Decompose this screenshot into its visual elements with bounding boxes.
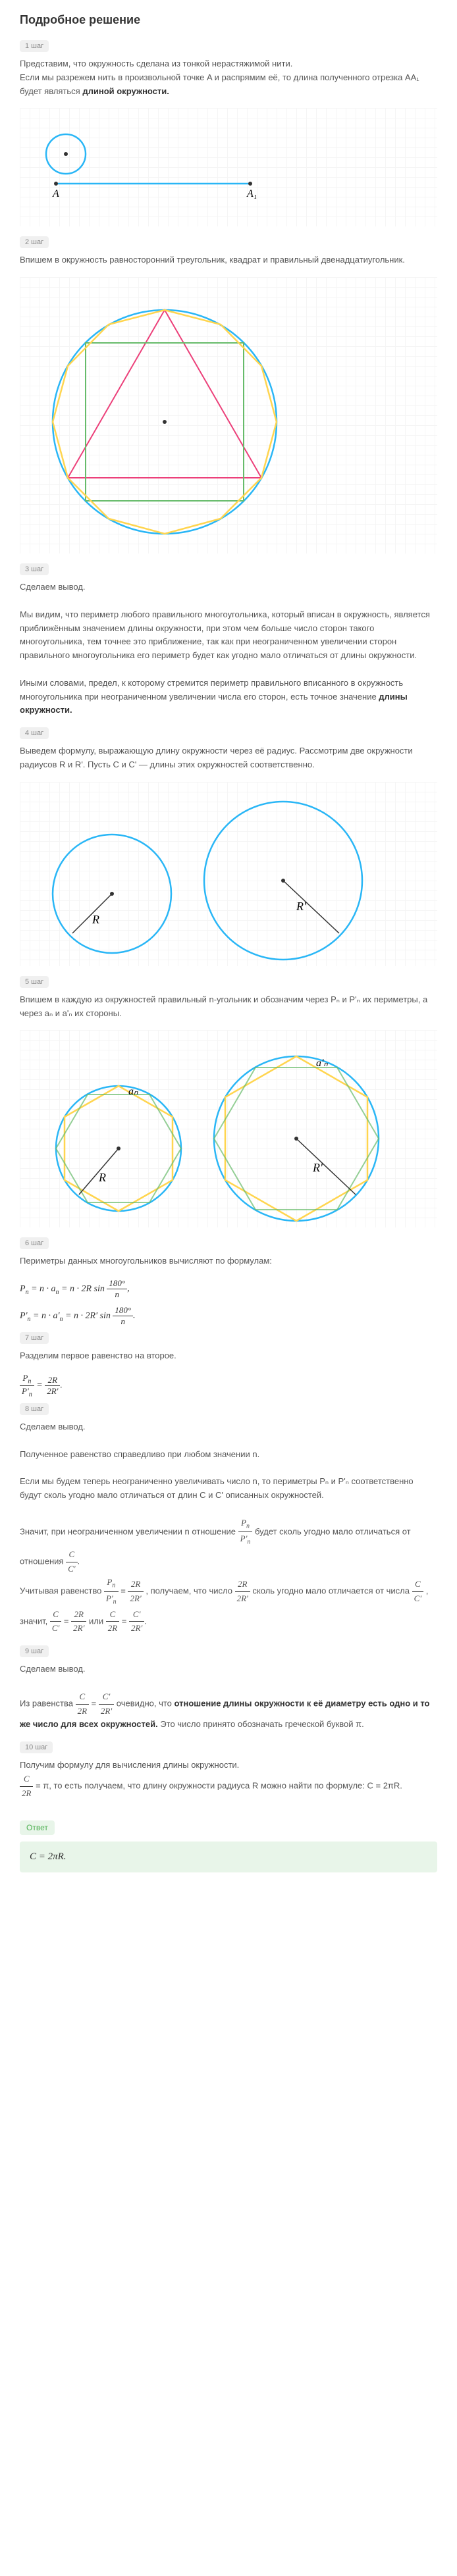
step-4: 4 шаг Выведем формулу, выражающую длину …	[20, 727, 437, 966]
text: Полученное равенство справедливо при люб…	[20, 1449, 259, 1459]
step-text: Представим, что окружность сделана из то…	[20, 57, 437, 98]
step-8: 8 шаг Сделаем вывод. Полученное равенств…	[20, 1403, 437, 1636]
step-text: Получим формулу для вычисления длины окр…	[20, 1759, 437, 1800]
step-badge: 5 шаг	[20, 976, 49, 988]
text: Сделаем вывод.	[20, 1422, 86, 1431]
step-3: 3 шаг Сделаем вывод. Мы видим, что перим…	[20, 563, 437, 717]
step-7: 7 шаг Разделим первое равенство на второ…	[20, 1332, 437, 1398]
step-badge: 7 шаг	[20, 1332, 49, 1344]
step-badge: 1 шаг	[20, 40, 49, 52]
answer-box: C = 2πR.	[20, 1842, 437, 1872]
step-2: 2 шаг Впишем в окружность равносторонний…	[20, 236, 437, 554]
step-6: 6 шаг Периметры данных многоугольников в…	[20, 1237, 437, 1327]
text: Если мы разрежем нить в произвольной точ…	[20, 72, 419, 96]
step-1: 1 шаг Представим, что окружность сделана…	[20, 40, 437, 226]
diagram-4: R R'	[20, 782, 437, 966]
step-10: 10 шаг Получим формулу для вычисления дл…	[20, 1741, 437, 1800]
diagram-1: A A₁	[20, 108, 437, 226]
text: сколь угодно мало отличается от числа	[252, 1586, 412, 1596]
label-R: R	[92, 913, 99, 926]
step-badge: 2 шаг	[20, 236, 49, 248]
step-text: Выведем формулу, выражающую длину окружн…	[20, 744, 437, 772]
formula: PnP'n = 2R2R'.	[20, 1373, 437, 1398]
label-Rp: R'	[312, 1161, 323, 1174]
step-badge: 6 шаг	[20, 1237, 49, 1249]
text: Мы видим, что периметр любого правильног…	[20, 609, 430, 660]
label-A1: A₁	[246, 188, 257, 199]
label-A: A	[52, 188, 59, 199]
answer-label: Ответ	[20, 1820, 55, 1835]
step-text: Периметры данных многоугольников вычисля…	[20, 1254, 437, 1268]
step-badge: 3 шаг	[20, 563, 49, 575]
text: Учитывая равенство	[20, 1586, 104, 1596]
text: Иными словами, предел, к которому стреми…	[20, 678, 403, 702]
step-text: Сделаем вывод. Мы видим, что периметр лю…	[20, 580, 437, 717]
step-5: 5 шаг Впишем в каждую из окружностей пра…	[20, 976, 437, 1228]
step-text: Сделаем вывод. Из равенства C2R = C'2R' …	[20, 1662, 437, 1732]
step-9: 9 шаг Сделаем вывод. Из равенства C2R = …	[20, 1645, 437, 1732]
diagram-5: R aₙ R' a'ₙ	[20, 1030, 437, 1227]
step-badge: 4 шаг	[20, 727, 49, 739]
text: , получаем, что число	[146, 1586, 234, 1596]
bold-text: длиной окружности.	[82, 86, 169, 96]
formula: P'n = n · a'n = n · 2R' sin 180°n.	[20, 1305, 437, 1327]
text: Значит, при неограниченном увеличении n …	[20, 1526, 238, 1536]
text: = π, то есть получаем, что длину окружно…	[36, 1781, 402, 1791]
text: Сделаем вывод.	[20, 1664, 86, 1674]
text: Из равенства	[20, 1699, 76, 1709]
text: Сделаем вывод.	[20, 582, 86, 592]
formula: Pn = n · an = n · 2R sin 180°n,	[20, 1278, 437, 1300]
text: Это число принято обозначать греческой б…	[160, 1719, 363, 1729]
text: Если мы будем теперь неограниченно увели…	[20, 1476, 414, 1500]
page-title: Подробное решение	[20, 13, 437, 27]
step-text: Разделим первое равенство на второе.	[20, 1349, 437, 1363]
step-badge: 8 шаг	[20, 1403, 49, 1415]
step-badge: 10 шаг	[20, 1741, 53, 1753]
text: Получим формулу для вычисления длины окр…	[20, 1760, 239, 1770]
step-badge: 9 шаг	[20, 1645, 49, 1657]
step-text: Впишем в окружность равносторонний треуг…	[20, 253, 437, 267]
diagram-2	[20, 277, 437, 554]
label-Rp: R'	[296, 900, 307, 913]
step-text: Впишем в каждую из окружностей правильны…	[20, 993, 437, 1021]
label-an: aₙ	[128, 1086, 138, 1097]
step-text: Сделаем вывод. Полученное равенство спра…	[20, 1420, 437, 1636]
label-R: R	[98, 1171, 106, 1184]
text: Представим, что окружность сделана из то…	[20, 59, 292, 68]
text: или	[89, 1616, 106, 1626]
text: очевидно, что	[117, 1699, 175, 1709]
label-anp: a'ₙ	[316, 1058, 328, 1069]
